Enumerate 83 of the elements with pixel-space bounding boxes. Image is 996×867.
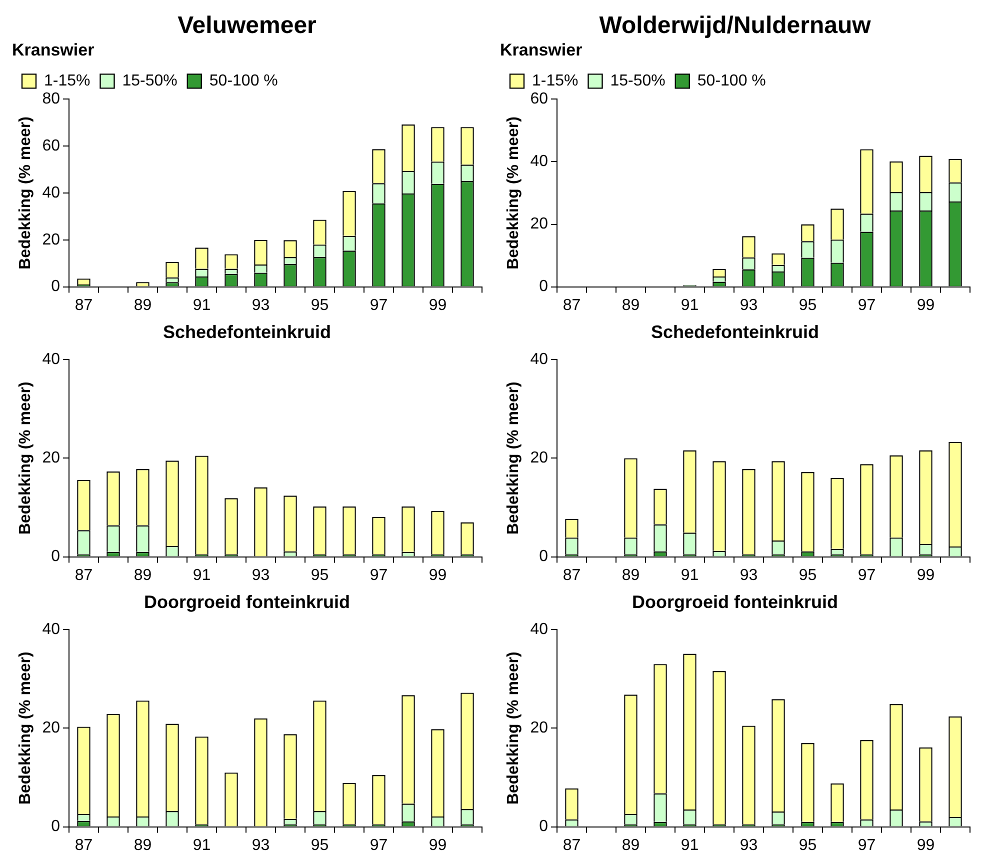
y-tick-label: 0 [51,818,60,836]
x-tick-label: 91 [680,296,699,314]
x-tick-label: 87 [74,566,93,584]
y-tick-label: 20 [42,231,60,248]
x-tick-label: 99 [916,566,935,584]
x-tick-label: 97 [370,296,388,314]
legend-label: 15-50% [122,72,178,90]
x-tick-label: 99 [428,566,447,584]
y-axis-title: Bedekking (% meer) [17,382,34,535]
x-tick-label: 89 [134,566,152,584]
y-tick-label: 0 [51,548,60,566]
x-tick-label: 95 [310,836,329,854]
chart-subtitle: Kranswier [500,40,583,60]
chart-title: Doorgroeid fonteinkruid [632,592,838,612]
x-tick-label: 89 [134,296,152,314]
x-tick-label: 95 [798,836,817,854]
y-tick-label: 40 [42,184,60,202]
x-tick-label: 99 [916,296,935,314]
y-tick-label: 40 [530,351,548,368]
legend-label: 1-15% [532,72,578,90]
y-axis-title: Bedekking (% meer) [17,116,34,270]
x-tick-label: 93 [740,836,758,854]
y-tick-label: 40 [42,621,60,638]
x-tick-label: 91 [192,836,211,854]
y-axis-title: Bedekking (% meer) [17,652,34,805]
y-tick-label: 20 [42,720,60,737]
x-tick-label: 99 [428,836,447,854]
x-tick-label: 89 [622,296,640,314]
x-tick-label: 91 [680,566,699,584]
legend-label: 15-50% [610,72,666,90]
x-tick-label: 87 [562,566,581,584]
y-tick-label: 20 [530,450,548,467]
x-tick-label: 95 [310,296,329,314]
x-tick-label: 87 [562,296,581,314]
x-tick-label: 95 [310,566,329,584]
x-tick-label: 89 [622,836,640,854]
x-tick-label: 89 [134,836,152,854]
y-axis-title: Bedekking (% meer) [505,382,522,535]
y-tick-label: 40 [530,153,548,170]
chart-title: Wolderwijd/Nuldernauw [599,12,872,40]
x-tick-label: 87 [562,836,581,854]
y-tick-label: 80 [42,90,60,108]
y-tick-label: 20 [530,720,548,737]
x-tick-label: 93 [740,566,758,584]
x-tick-label: 87 [74,836,93,854]
y-tick-label: 60 [530,90,548,108]
chart-title: Schedefonteinkruid [650,322,820,342]
chart-title: Schedefonteinkruid [162,322,332,342]
y-tick-label: 40 [530,621,548,638]
chart-title: Veluwemeer [178,12,316,40]
y-axis-title: Bedekking (% meer) [505,116,522,270]
x-tick-label: 97 [858,836,876,854]
x-tick-label: 95 [798,296,817,314]
y-tick-label: 20 [530,216,548,233]
x-tick-label: 93 [252,566,270,584]
chart-subtitle: Kranswier [12,40,95,60]
x-tick-label: 91 [192,296,211,314]
x-tick-label: 93 [252,836,270,854]
y-tick-label: 0 [539,278,548,296]
x-tick-label: 95 [798,566,817,584]
legend-label: 50-100 % [209,72,278,90]
x-tick-label: 97 [370,566,388,584]
x-tick-label: 93 [252,296,270,314]
x-tick-label: 99 [428,296,447,314]
y-axis-title: Bedekking (% meer) [505,652,522,805]
y-tick-label: 0 [539,818,548,836]
x-tick-label: 91 [680,836,699,854]
x-tick-label: 93 [740,296,758,314]
y-tick-label: 0 [51,278,60,296]
x-tick-label: 91 [192,566,211,584]
y-tick-label: 60 [42,138,60,155]
x-tick-label: 97 [370,836,388,854]
chart-title: Doorgroeid fonteinkruid [144,592,350,612]
x-tick-label: 97 [858,296,876,314]
x-tick-label: 87 [74,296,93,314]
x-tick-label: 89 [622,566,640,584]
x-tick-label: 97 [858,566,876,584]
legend-label: 50-100 % [697,72,766,90]
y-tick-label: 20 [42,450,60,467]
legend-label: 1-15% [44,72,90,90]
y-tick-label: 40 [42,351,60,368]
y-tick-label: 0 [539,548,548,566]
x-tick-label: 99 [916,836,935,854]
